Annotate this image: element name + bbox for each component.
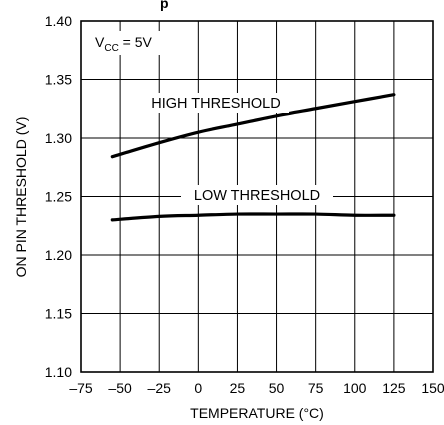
y-tick-label: 1.35: [45, 72, 72, 88]
condition-label-bg: [92, 31, 178, 55]
clipped-header-text: p: [160, 0, 169, 11]
y-tick-label: 1.30: [45, 130, 72, 146]
y-tick-label: 1.25: [45, 189, 72, 205]
x-tick-label: 75: [308, 380, 324, 396]
y-axis-label: ON PIN THRESHOLD (V): [13, 117, 29, 278]
high-threshold-label-bg: [143, 93, 289, 113]
x-tick-label: 100: [343, 380, 367, 396]
plot-frame: [80, 20, 434, 373]
x-tick-label: 150: [421, 380, 444, 396]
high-threshold-label: HIGH THRESHOLD: [151, 96, 280, 112]
x-axis-ticks: –75 –50 –25 0 25 50 75 100 125 150: [69, 380, 444, 396]
high-threshold-curve: [110, 93, 396, 159]
x-tick-label: –25: [148, 380, 172, 396]
x-tick-label: 50: [269, 380, 285, 396]
x-tick-label: –50: [108, 380, 132, 396]
low-threshold-label-bg: [181, 185, 333, 205]
x-tick-label: 0: [194, 380, 202, 396]
x-tick-label: 125: [382, 380, 406, 396]
y-tick-label: 1.10: [45, 364, 72, 380]
low-threshold-curve: [110, 212, 396, 222]
curves: [110, 93, 396, 222]
y-axis-ticks: 1.10 1.15 1.20 1.25 1.30 1.35 1.40: [45, 13, 72, 380]
x-tick-label: 25: [230, 380, 246, 396]
y-tick-label: 1.20: [45, 247, 72, 263]
vcc-condition-label: VCC = 5V: [95, 34, 153, 54]
x-axis-label: TEMPERATURE (°C): [190, 405, 324, 421]
x-tick-label: –75: [69, 380, 93, 396]
y-tick-label: 1.40: [45, 13, 72, 29]
labels: VCC = 5V HIGH THRESHOLD LOW THRESHOLD: [92, 31, 333, 205]
y-tick-label: 1.15: [45, 306, 72, 322]
low-threshold-label: LOW THRESHOLD: [194, 188, 320, 204]
